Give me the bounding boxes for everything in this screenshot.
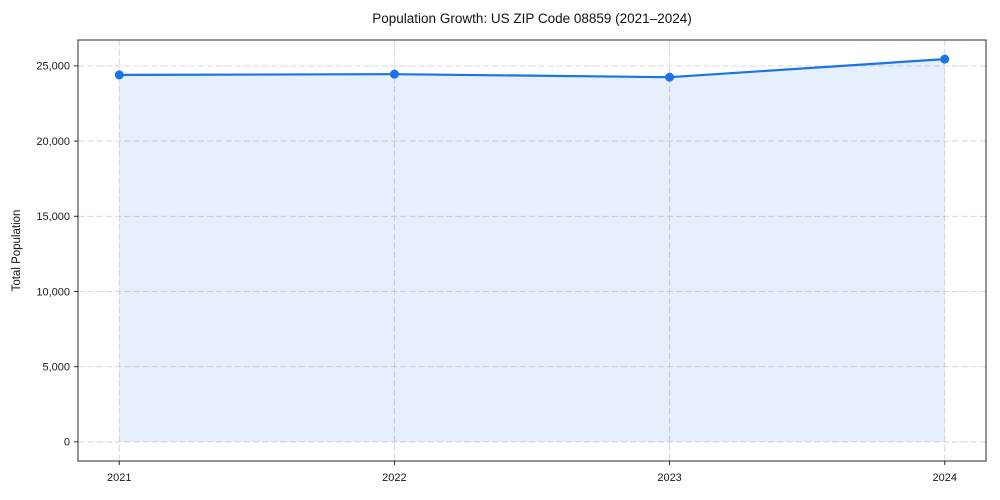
data-point-2024	[940, 54, 950, 64]
data-point-2022	[389, 69, 399, 79]
x-tick-label: 2021	[107, 472, 131, 484]
y-tick-label: 10,000	[36, 286, 70, 298]
plot-border	[77, 39, 987, 462]
population-line	[118, 58, 946, 79]
chart-title: Population Growth: US ZIP Code 08859 (20…	[372, 11, 691, 26]
x-tick-label: 2024	[932, 472, 956, 484]
x-tick-label: 2022	[382, 472, 406, 484]
y-tick-label: 25,000	[36, 61, 70, 73]
y-axis-label: Total Population	[11, 210, 23, 292]
chart-layer: 0 5,000 10,000 15,000 20,000 25,000 2021 2022 20…	[36, 39, 987, 484]
data-point-2023	[665, 72, 675, 82]
data-point-2021	[114, 70, 124, 80]
x-tick-label: 2023	[657, 472, 681, 484]
area-fill	[119, 59, 945, 442]
y-tick-label: 15,000	[36, 211, 70, 223]
y-tick-label: 20,000	[36, 136, 70, 148]
y-tick-label: 0	[64, 437, 70, 449]
y-tick-label: 5,000	[42, 361, 70, 373]
